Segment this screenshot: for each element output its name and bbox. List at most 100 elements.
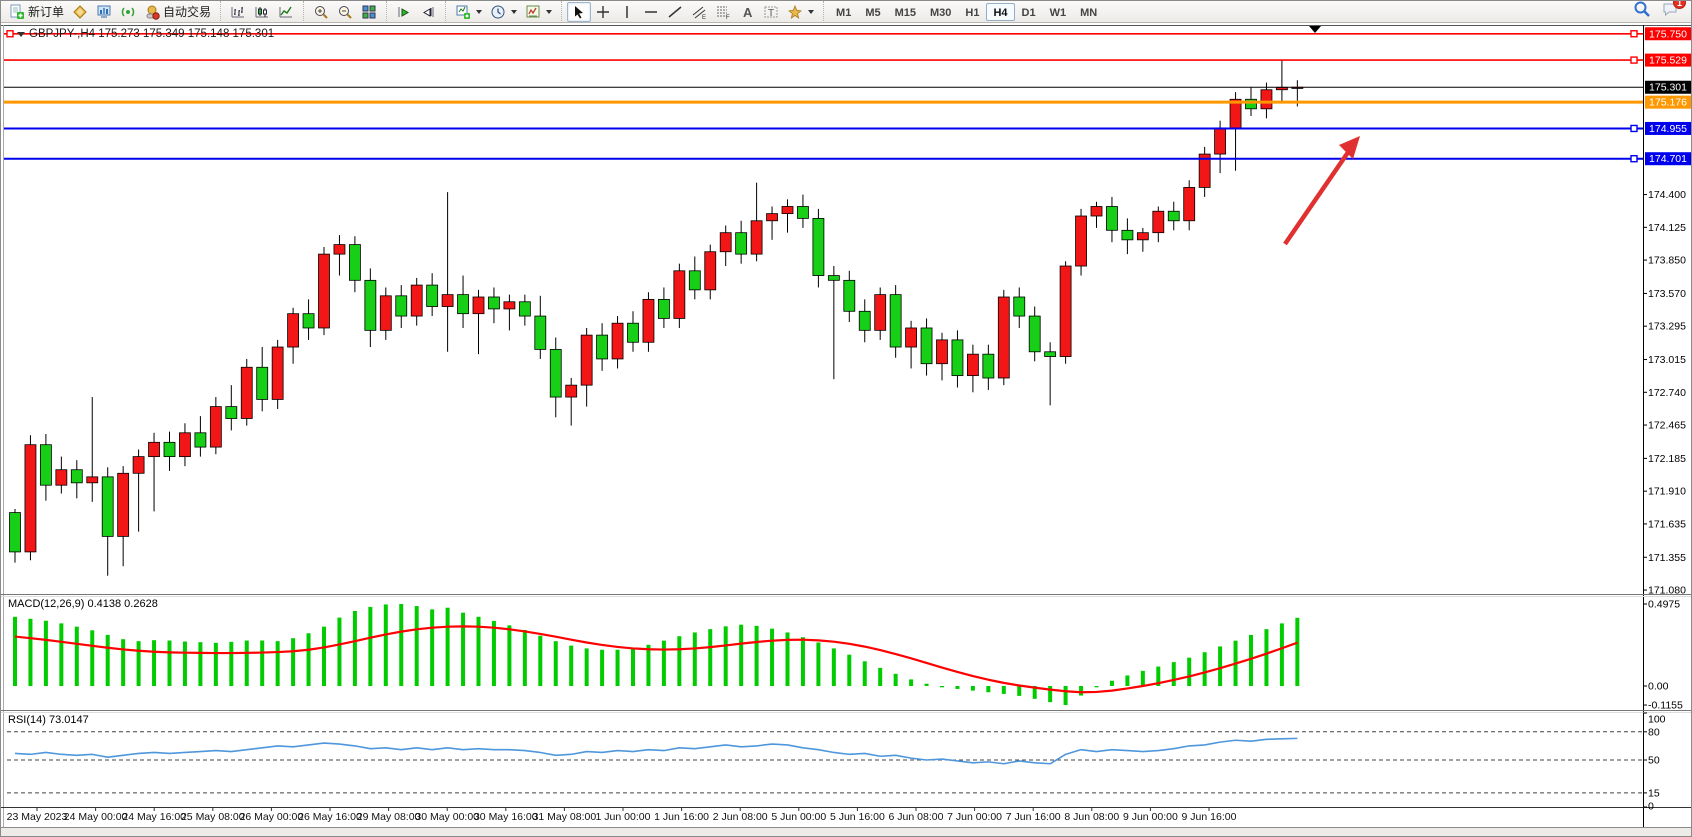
line-handle[interactable] <box>1630 56 1638 64</box>
candle-body <box>642 298 655 343</box>
signals-button[interactable] <box>116 2 140 22</box>
macd-bar <box>152 640 157 686</box>
trend-arrow-annotation[interactable] <box>1283 136 1360 246</box>
auto-scroll-button[interactable] <box>392 2 416 22</box>
svg-text:A: A <box>743 5 753 20</box>
horizontal-line-button[interactable] <box>639 2 663 22</box>
text-label-button[interactable]: T <box>759 2 783 22</box>
macd-bar <box>476 616 481 686</box>
periods-button[interactable] <box>486 2 521 22</box>
candle-body <box>441 294 454 307</box>
svg-text:173.850: 173.850 <box>1648 255 1686 267</box>
timeframe-button-m15[interactable]: M15 <box>894 6 916 19</box>
macd-bar <box>198 642 203 686</box>
price-tag <box>1645 27 1691 41</box>
text-button[interactable]: A <box>735 2 759 22</box>
notifications-button[interactable]: 1 <box>1661 1 1686 23</box>
timeframe-button-h4[interactable]: H4 <box>986 2 1015 21</box>
macd-bar <box>600 649 605 686</box>
template-icon <box>525 4 541 20</box>
new-chart-icon <box>455 4 471 20</box>
candle <box>441 192 454 352</box>
candle-body <box>766 213 778 222</box>
equidistant-channel-button[interactable]: E <box>687 2 711 22</box>
arrows-button[interactable] <box>783 2 818 22</box>
cursor-button[interactable] <box>567 1 592 22</box>
timeframe-button-w1[interactable]: W1 <box>1049 6 1067 19</box>
dropdown-arrow-icon[interactable] <box>476 9 483 14</box>
candle-body <box>688 270 701 291</box>
macd-bar <box>831 648 836 686</box>
timeframe-button-m30[interactable]: M30 <box>930 6 952 19</box>
chart-title-collapse-icon[interactable] <box>17 32 25 37</box>
market-watch-button[interactable] <box>92 2 116 22</box>
text-icon: A <box>739 4 755 20</box>
autotrade-button[interactable]: 自动交易 <box>140 2 215 22</box>
dropdown-arrow-icon[interactable] <box>511 9 518 14</box>
fibonacci-button[interactable]: F <box>711 2 735 22</box>
candle-body <box>302 313 315 329</box>
candle <box>503 294 516 331</box>
tiles-icon <box>361 4 377 20</box>
dropdown-arrow-icon[interactable] <box>808 9 815 14</box>
candle <box>194 416 207 457</box>
price-tag-text: 175.529 <box>1649 55 1687 67</box>
dropdown-arrow-icon[interactable] <box>546 9 553 14</box>
line-handle[interactable] <box>6 30 14 38</box>
line-handle[interactable] <box>1630 30 1638 38</box>
candlestick-chart-button[interactable] <box>250 2 274 22</box>
trendline-button[interactable] <box>663 2 687 22</box>
macd-bar <box>862 661 867 686</box>
svg-text:172.465: 172.465 <box>1648 420 1686 432</box>
mql-editor-button[interactable] <box>68 2 92 22</box>
macd-bar <box>182 641 187 686</box>
candle-body <box>1167 210 1180 222</box>
time-label: 23 May 2023 <box>7 811 68 823</box>
candle <box>472 289 485 355</box>
macd-bar <box>754 625 759 686</box>
timeframe-button-d1[interactable]: D1 <box>1021 6 1036 19</box>
price-tag-text: 174.701 <box>1649 153 1687 165</box>
candle-body <box>1136 232 1149 241</box>
macd-bar <box>430 609 435 686</box>
templates-button[interactable] <box>521 2 556 22</box>
channel-icon: E <box>691 4 707 20</box>
svg-text:174.125: 174.125 <box>1648 222 1686 234</box>
candle <box>951 330 964 388</box>
chart-shift-button[interactable] <box>416 2 440 22</box>
macd-bar <box>522 629 527 686</box>
new-order-button[interactable]: 新订单 <box>5 2 68 22</box>
vertical-line-button[interactable] <box>615 2 639 22</box>
candle <box>719 225 732 267</box>
candle-body <box>1044 351 1057 357</box>
line-handle[interactable] <box>1630 124 1638 133</box>
line-chart-button[interactable] <box>274 2 298 22</box>
zoom-out-button[interactable] <box>333 2 357 22</box>
search-icon[interactable] <box>1633 1 1651 23</box>
macd-bar <box>105 634 110 686</box>
timeframe-button-h1[interactable]: H1 <box>965 6 980 19</box>
candle <box>318 246 330 336</box>
crosshair-icon <box>595 4 611 20</box>
timeframe-button-m5[interactable]: M5 <box>865 6 881 19</box>
macd-bar <box>1187 657 1192 686</box>
bar-chart-button[interactable] <box>226 2 250 22</box>
timeframe-button-m1[interactable]: M1 <box>836 6 852 19</box>
macd-bar <box>1295 617 1300 686</box>
line-handle[interactable] <box>1630 155 1638 163</box>
svg-text:171.355: 171.355 <box>1648 552 1686 564</box>
crosshair-button[interactable] <box>591 2 615 22</box>
toolbar-group-new-objects <box>445 1 556 23</box>
zoom-in-button[interactable] <box>309 2 333 22</box>
candle-body <box>179 432 191 458</box>
candle-body <box>132 456 145 474</box>
timeframe-button-mn[interactable]: MN <box>1080 6 1098 19</box>
candle-body <box>797 206 809 219</box>
macd-bar <box>306 633 311 686</box>
new-chart-button[interactable] <box>451 2 486 22</box>
tile-windows-button[interactable] <box>357 2 381 22</box>
clock-icon <box>490 4 506 20</box>
autoscroll-icon <box>396 4 412 20</box>
svg-text:173.570: 173.570 <box>1648 288 1686 300</box>
